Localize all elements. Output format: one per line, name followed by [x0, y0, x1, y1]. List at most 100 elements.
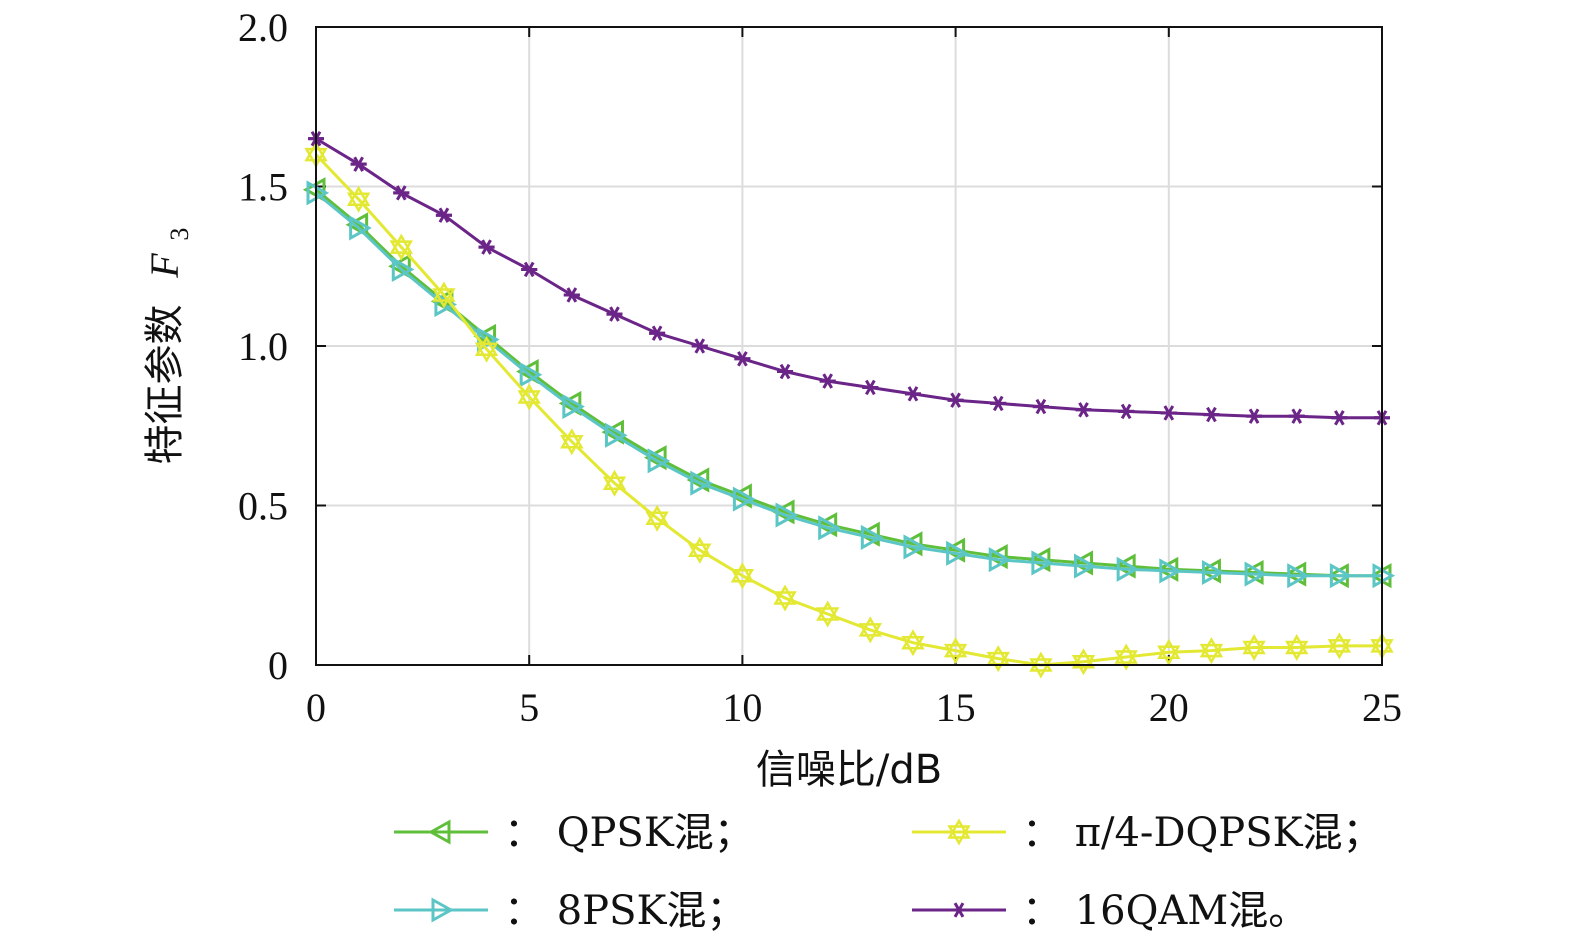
data-point	[521, 261, 538, 278]
data-point	[771, 499, 795, 525]
data-point	[1160, 405, 1177, 421]
data-point	[1201, 559, 1225, 586]
data-point	[346, 185, 371, 213]
data-point	[775, 502, 799, 528]
data-point	[943, 637, 968, 665]
data-point	[1288, 408, 1305, 424]
data-point	[990, 395, 1007, 412]
data-point	[647, 448, 671, 474]
y-axis-title-text: 特征参数	[142, 304, 188, 464]
plot-series	[302, 130, 1396, 679]
data-point	[606, 306, 623, 322]
data-point	[562, 394, 585, 420]
data-point	[773, 584, 797, 612]
data-point	[901, 629, 925, 657]
legend-label: ： π/4-DQPSK混；	[1022, 810, 1383, 856]
data-point	[1031, 550, 1054, 576]
legend-marker	[947, 818, 971, 846]
data-point	[1331, 410, 1348, 426]
data-point	[946, 540, 969, 566]
data-point	[818, 515, 841, 541]
data-point	[1114, 643, 1138, 671]
data-point	[1329, 563, 1353, 589]
data-point	[1113, 553, 1136, 579]
data-point	[519, 362, 543, 388]
data-point	[1246, 408, 1263, 424]
data-point	[730, 562, 755, 590]
data-point	[862, 379, 879, 396]
y-axis-title-symbol: F	[142, 253, 187, 279]
legend-label: ： 8PSK混；	[504, 888, 746, 934]
x-tick-label: 25	[1362, 685, 1402, 730]
x-tick-label: 5	[519, 685, 539, 730]
data-point	[1203, 406, 1220, 423]
data-point	[1199, 637, 1224, 665]
data-point	[389, 233, 413, 261]
y-tick-label: 0	[268, 643, 288, 688]
legend: ： QPSK混； ： π/4-DQPSK混； ： 8PSK混； ： 16QAM混。	[394, 810, 1383, 934]
legend-label: ： 16QAM混。	[1022, 888, 1308, 934]
data-point	[349, 215, 372, 241]
data-point	[777, 363, 794, 380]
y-tick-label: 1.5	[238, 165, 288, 210]
grid	[316, 27, 1382, 665]
series-3	[308, 130, 1390, 426]
data-point	[814, 512, 838, 538]
y-axis-title: 特征参数 F 3	[142, 228, 194, 465]
data-point	[858, 616, 882, 644]
x-axis-title: 信噪比/dB	[756, 747, 942, 793]
series-line	[315, 137, 1382, 420]
x-tick-label: 10	[722, 685, 762, 730]
legend-item: ： π/4-DQPSK混；	[912, 810, 1383, 856]
data-point	[604, 422, 628, 448]
data-point	[1287, 563, 1310, 589]
data-point	[985, 543, 1008, 570]
data-point	[601, 419, 624, 445]
data-point	[686, 467, 710, 493]
legend-label: ： QPSK混；	[504, 810, 754, 856]
data-point	[558, 390, 582, 416]
legend-marker	[431, 897, 455, 923]
legend-item: ： 16QAM混。	[912, 888, 1308, 934]
data-point	[690, 470, 713, 496]
data-point	[1327, 632, 1352, 660]
y-axis-title-subscript: 3	[165, 228, 194, 241]
data-point	[602, 469, 627, 497]
legend-marker	[427, 819, 451, 845]
series-line	[315, 188, 1382, 578]
plot-frame	[315, 26, 1383, 666]
data-point	[816, 600, 840, 628]
data-point	[388, 253, 411, 279]
legend-item: ： 8PSK混；	[394, 888, 746, 934]
data-point	[904, 386, 921, 402]
data-point	[435, 207, 452, 223]
y-tick-label: 2.0	[238, 5, 288, 50]
axis-ticks: 0 5 10 15 20 25 0 0.5 1.0 1.5 2.0	[238, 5, 1402, 730]
data-point	[1159, 558, 1182, 584]
data-point	[391, 256, 415, 282]
data-point	[432, 281, 456, 309]
data-point	[1118, 403, 1135, 420]
data-point	[1242, 633, 1266, 662]
data-point	[393, 185, 410, 201]
data-point	[899, 531, 923, 557]
data-point	[345, 212, 369, 238]
data-point	[819, 373, 836, 389]
y-tick-label: 1.0	[238, 324, 288, 369]
x-tick-label: 0	[306, 685, 326, 730]
data-point	[474, 335, 499, 363]
data-point	[732, 486, 756, 512]
data-point	[517, 383, 541, 411]
data-point	[1027, 547, 1051, 573]
data-point	[478, 239, 495, 255]
data-point	[516, 358, 539, 385]
data-point	[688, 536, 712, 564]
series-line	[314, 153, 1382, 667]
data-point	[903, 534, 927, 560]
data-point	[1075, 402, 1092, 418]
x-tick-label: 15	[936, 685, 976, 730]
data-point	[988, 547, 1012, 573]
data-point	[947, 392, 964, 408]
data-point	[1285, 633, 1309, 662]
